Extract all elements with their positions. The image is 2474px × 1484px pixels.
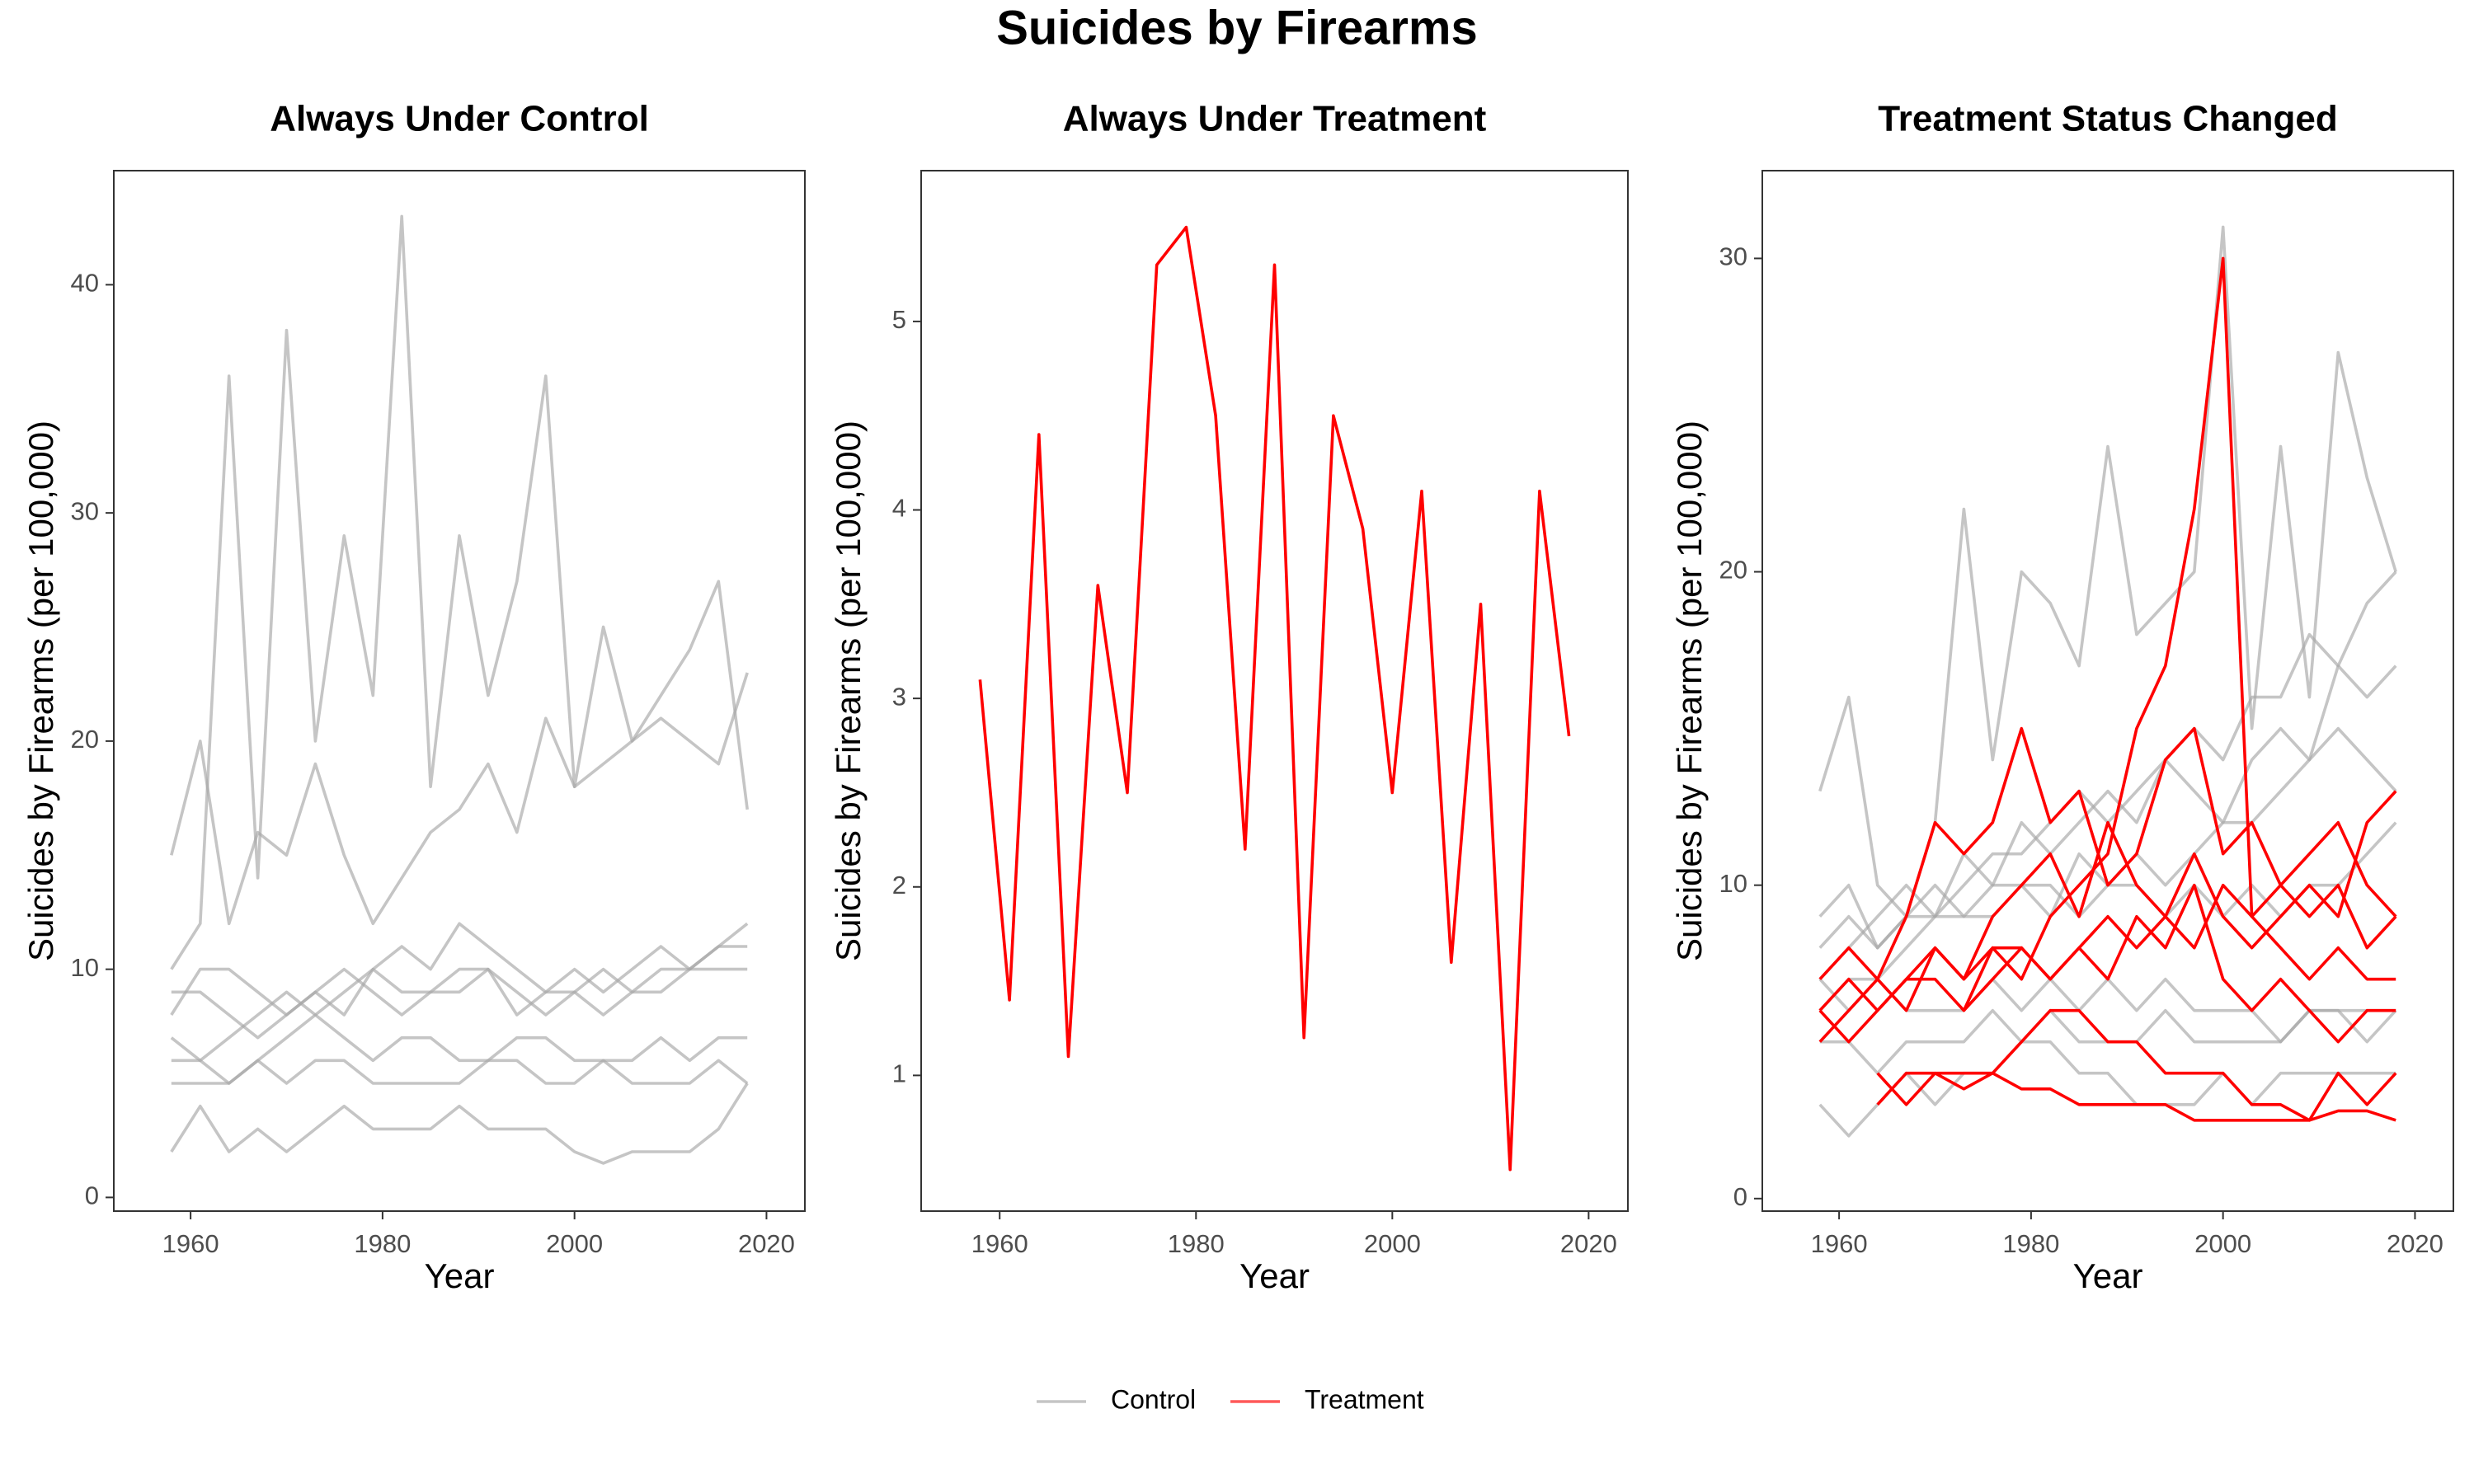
series-line — [1876, 1008, 2397, 1122]
series-line — [1818, 1040, 2396, 1138]
series-line — [170, 672, 749, 926]
series-line — [1818, 726, 2397, 981]
y-axis-label: Suicides by Firearms (per 100,000) — [829, 420, 868, 961]
series-line — [1818, 256, 2397, 1043]
plot-border — [113, 170, 806, 1212]
panel-title: Treatment Status Changed — [1878, 99, 2337, 139]
y-axis-label: Suicides by Firearms (per 100,000) — [21, 420, 60, 961]
series-line — [170, 214, 749, 970]
y-tick-label: 0 — [1733, 1182, 1747, 1211]
series-line — [170, 1082, 749, 1165]
x-tick-label: 1980 — [354, 1229, 411, 1258]
legend-label: Control — [1111, 1384, 1196, 1414]
plot-border — [920, 170, 1629, 1212]
series-line — [170, 1036, 749, 1085]
plot-area — [1762, 171, 2453, 1211]
y-tick-label: 30 — [71, 496, 99, 525]
y-tick-label: 20 — [71, 725, 99, 754]
x-tick-label: 1960 — [162, 1229, 219, 1258]
plot-area — [921, 171, 1628, 1211]
x-tick-label: 1960 — [1811, 1229, 1868, 1258]
figure-title: Suicides by Firearms — [996, 1, 1477, 54]
series-line — [1818, 790, 2397, 1044]
x-axis-label: Year — [2073, 1256, 2143, 1295]
y-tick-label: 10 — [71, 953, 99, 982]
plot-border — [1761, 170, 2454, 1212]
x-tick-label: 2000 — [546, 1229, 603, 1258]
series-line — [170, 967, 748, 1017]
x-tick-label: 2000 — [2194, 1229, 2251, 1258]
y-tick-label: 10 — [1719, 869, 1747, 898]
series-line — [1818, 664, 2397, 980]
y-tick-label: 5 — [892, 305, 906, 334]
x-axis-label: Year — [1239, 1256, 1310, 1295]
panel-title: Always Under Control — [270, 99, 649, 139]
x-tick-label: 2020 — [738, 1229, 795, 1258]
y-tick-label: 1 — [892, 1059, 906, 1088]
x-tick-label: 1980 — [2002, 1229, 2059, 1258]
x-tick-label: 2020 — [2387, 1229, 2443, 1258]
y-tick-label: 0 — [85, 1181, 99, 1210]
x-tick-label: 2000 — [1364, 1229, 1421, 1258]
series-line — [171, 922, 748, 1063]
x-tick-label: 1980 — [1168, 1229, 1225, 1258]
x-tick-label: 2020 — [1560, 1229, 1617, 1258]
y-tick-label: 2 — [892, 871, 906, 899]
legend-label: Treatment — [1305, 1384, 1424, 1414]
y-axis-label: Suicides by Firearms (per 100,000) — [1670, 420, 1709, 961]
x-axis-label: Year — [425, 1256, 495, 1295]
y-tick-label: 4 — [892, 494, 906, 523]
series-line — [978, 225, 1571, 1172]
series-line — [171, 1013, 748, 1085]
y-tick-label: 40 — [71, 269, 99, 298]
x-tick-label: 1960 — [971, 1229, 1028, 1258]
panel-title: Always Under Treatment — [1063, 99, 1487, 139]
y-tick-label: 3 — [892, 682, 906, 711]
series-line — [1818, 883, 2396, 1044]
series-line — [171, 922, 749, 1040]
plot-area — [114, 171, 805, 1211]
y-tick-label: 20 — [1719, 556, 1747, 585]
y-tick-label: 30 — [1719, 242, 1747, 271]
